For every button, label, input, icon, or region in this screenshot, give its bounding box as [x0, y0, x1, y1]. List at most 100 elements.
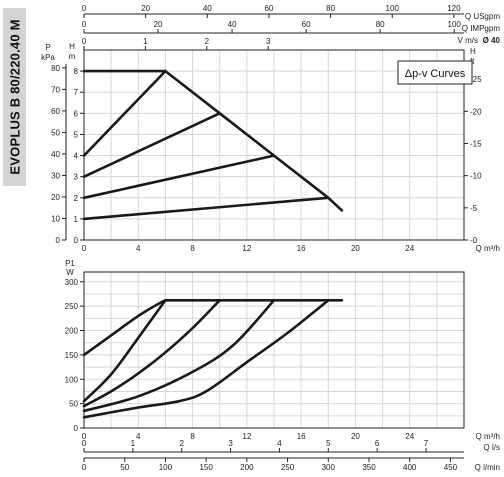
head-curve-5 — [82, 154, 276, 200]
kpa-unit-label: P — [45, 43, 50, 52]
kpa-unit-label-2: kPa — [41, 53, 55, 62]
top-x-tick-label: 20 — [351, 244, 360, 253]
bottom-x-tick-label: 0 — [82, 432, 87, 441]
legend-box-text: Δp-v Curves — [405, 68, 466, 80]
ls-tick-label: 7 — [424, 439, 429, 448]
head-m-tick-label: 6 — [74, 109, 79, 118]
usgpm-tick-label: 20 — [141, 4, 150, 13]
bottom-x-tick-label: 16 — [297, 432, 306, 441]
head-m-tick-label: 7 — [74, 88, 79, 97]
head-ft-tick-label: -0 — [470, 236, 478, 245]
impgpm-tick-label: 20 — [154, 20, 163, 29]
power-tick-label: 250 — [65, 302, 79, 311]
power-curve-6 — [82, 299, 330, 419]
top-x-tick-label: 24 — [405, 244, 414, 253]
ls-tick-label: 6 — [375, 439, 380, 448]
impgpm-tick-label: 0 — [82, 20, 87, 29]
power-tick-label: 100 — [65, 375, 79, 384]
top-x-tick-label: 8 — [190, 244, 195, 253]
kpa-tick-label: 80 — [51, 64, 60, 73]
power-tick-label: 300 — [65, 278, 79, 287]
product-label-tab: EVOPLUS B 80/220.40 M — [3, 8, 26, 186]
usgpm-tick-label: 60 — [264, 4, 273, 13]
kpa-tick-label: 50 — [51, 128, 60, 137]
lmin-tick-label: 400 — [403, 463, 417, 472]
power-unit-label-2: W — [66, 268, 74, 277]
kpa-tick-label: 0 — [56, 236, 61, 245]
head-m-unit-label: H — [69, 42, 75, 51]
impgpm-tick-label: 100 — [448, 20, 462, 29]
usgpm-unit-label: Q USgpm — [465, 12, 500, 21]
bottom-x-tick-label: 24 — [405, 432, 414, 441]
power-tick-label: 200 — [65, 327, 79, 336]
power-curve-3 — [82, 299, 167, 403]
head-m-tick-label: 2 — [74, 194, 79, 203]
lmin-tick-label: 200 — [240, 463, 254, 472]
velocity-tick-label: 3 — [266, 37, 271, 46]
impgpm-tick-label: 40 — [228, 20, 237, 29]
kpa-tick-label: 60 — [51, 107, 60, 116]
ls-tick-label: 3 — [228, 439, 233, 448]
head-m-tick-label: 3 — [74, 173, 79, 182]
power-tick-label: 0 — [74, 424, 79, 433]
velocity-tick-label: 2 — [205, 37, 210, 46]
usgpm-tick-label: 40 — [203, 4, 212, 13]
performance-curves — [82, 69, 344, 419]
velocity-tick-label: 1 — [143, 37, 148, 46]
bottom-x-unit-label: Q m³/h — [476, 432, 500, 441]
top-x-unit-label: Q m³/h — [476, 244, 500, 253]
power-curve-1 — [82, 299, 167, 357]
axes — [62, 13, 468, 462]
top-x-tick-label: 16 — [297, 244, 306, 253]
head-curve-4 — [82, 112, 221, 178]
head-ft-tick-label: -15 — [470, 139, 482, 148]
power-tick-label: 150 — [65, 351, 79, 360]
ls-tick-label: 5 — [326, 439, 331, 448]
lmin-tick-label: 150 — [199, 463, 213, 472]
head-m-tick-label: 1 — [74, 215, 79, 224]
head-ft-tick-label: -25 — [470, 75, 482, 84]
top-x-tick-label: 4 — [136, 244, 141, 253]
ls-tick-label: 1 — [131, 439, 136, 448]
head-ft-tick-label: -10 — [470, 172, 482, 181]
head-m-tick-label: 4 — [74, 152, 79, 161]
kpa-tick-label: 30 — [51, 171, 60, 180]
bottom-x-tick-label: 20 — [351, 432, 360, 441]
pipe-diameter-label: Ø 40 — [483, 36, 501, 45]
impgpm-tick-label: 80 — [376, 20, 385, 29]
head-ft-tick-label: -5 — [470, 204, 478, 213]
legend-box: Δp-v Curves — [397, 60, 473, 85]
head-ft-unit-label-2: ft — [470, 57, 475, 66]
lmin-tick-label: 450 — [444, 463, 458, 472]
velocity-unit-label: V m/s — [458, 36, 478, 45]
usgpm-tick-label: 80 — [326, 4, 335, 13]
top-x-tick-label: 0 — [82, 244, 87, 253]
kpa-tick-label: 40 — [51, 150, 60, 159]
impgpm-unit-label: Q IMPgpm — [462, 24, 501, 33]
lmin-tick-label: 100 — [159, 463, 173, 472]
head-curve-3 — [82, 69, 167, 157]
power-tick-label: 50 — [69, 400, 78, 409]
kpa-tick-label: 10 — [51, 214, 60, 223]
top-x-tick-label: 12 — [242, 244, 251, 253]
head-ft-unit-label: H — [470, 47, 476, 56]
head-m-tick-label: 0 — [74, 236, 79, 245]
lmin-tick-label: 0 — [82, 463, 87, 472]
bottom-chart-grid — [84, 272, 464, 428]
bottom-x-tick-label: 12 — [242, 432, 251, 441]
power-curve-5 — [82, 299, 276, 413]
usgpm-tick-label: 120 — [447, 4, 461, 13]
ls-tick-label: 0 — [82, 439, 87, 448]
head-m-unit-label-2: m — [69, 52, 76, 61]
bottom-x-tick-label: 8 — [190, 432, 195, 441]
lmin-tick-label: 350 — [362, 463, 376, 472]
power-unit-label: P1 — [65, 259, 75, 268]
lmin-tick-label: 50 — [120, 463, 129, 472]
top-plot-frame — [83, 49, 465, 241]
velocity-tick-label: 0 — [82, 37, 87, 46]
lmin-tick-label: 300 — [322, 463, 336, 472]
lmin-tick-label: 250 — [281, 463, 295, 472]
lmin-unit-label: Q l/min — [475, 463, 500, 472]
